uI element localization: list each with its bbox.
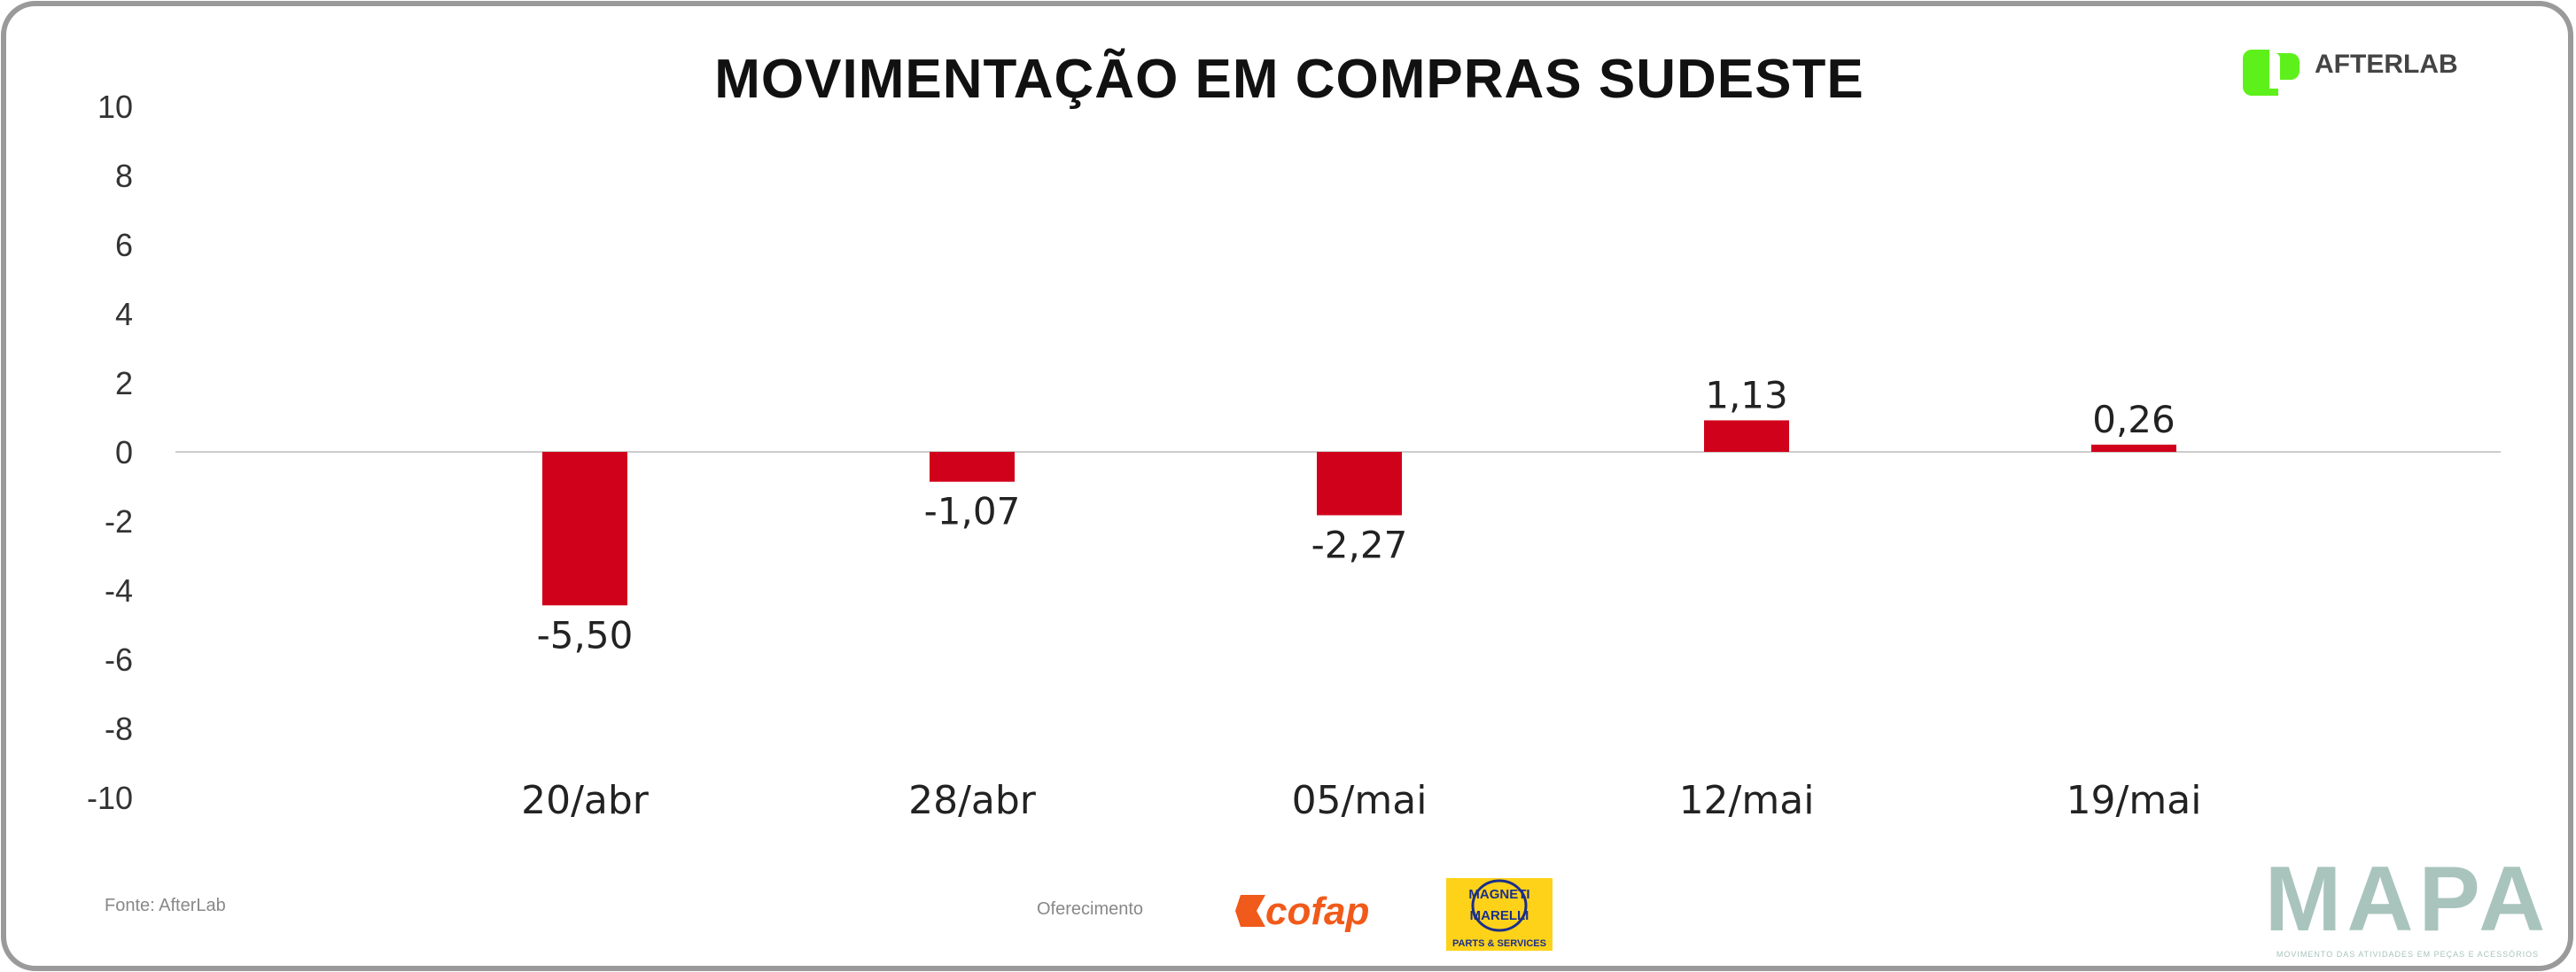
cofap-logo: cofap [1235,890,1369,933]
y-tick-label: -8 [105,711,133,747]
y-tick-label: 4 [115,296,133,332]
x-tick-label: 12/mai [1679,778,1815,823]
bar [1704,420,1789,452]
magneti-ring-icon [1471,879,1528,932]
afterlab-logo: AFTERLAB [2243,50,2458,96]
y-tick-label: 2 [115,365,133,401]
mapa-logo: MAPA MOVIMENTO DAS ATIVIDADES EM PEÇAS E… [2265,848,2551,959]
magneti-top-text: MAGNETI [1468,887,1529,902]
data-label: 0,26 [2092,398,2175,441]
afterlab-wordmark: AFTERLAB [2315,50,2458,79]
bar [542,452,627,606]
y-tick-label: 0 [115,434,133,470]
chart-title: MOVIMENTAÇÃO EM COMPRAS SUDESTE [714,49,1864,110]
cofap-mark-icon [1235,895,1265,927]
magneti-marelli-logo: MAGNETI MARELLI PARTS & SERVICES [1446,878,1553,951]
y-tick-label: 8 [115,158,133,194]
bar [1317,452,1402,516]
y-tick-label: -4 [105,572,133,609]
y-tick-label: 10 [97,89,133,125]
mapa-wordmark: MAPA [2265,848,2551,951]
data-label: -1,07 [924,490,1021,533]
x-tick-label: 28/abr [908,778,1037,823]
bar [930,452,1015,482]
source-text: Fonte: AfterLab [105,896,226,915]
x-tick-label: 19/mai [2066,778,2202,823]
data-label: -5,50 [537,613,634,657]
magneti-sub-text: PARTS & SERVICES [1452,938,1546,949]
data-label: 1,13 [1705,373,1788,416]
y-axis: 10 8 6 4 2 0 -2 -4 -6 -8 -10 [87,89,133,816]
bar [2091,444,2176,452]
data-label: -2,27 [1311,524,1408,567]
afterlab-mark-icon [2243,50,2278,96]
bars: -5,50 -1,07 -2,27 1,13 0,26 [537,373,2176,657]
magneti-bottom-text: MARELLI [1470,908,1529,923]
y-tick-label: -2 [105,503,133,540]
x-tick-label: 20/abr [521,778,650,823]
y-tick-label: -10 [87,780,133,816]
afterlab-mark-icon [2255,53,2300,80]
x-tick-label: 05/mai [1292,778,1428,823]
sponsor-label: Oferecimento [1037,899,1143,919]
y-tick-label: 6 [115,227,133,263]
cofap-wordmark: cofap [1265,890,1369,933]
x-axis: 20/abr 28/abr 05/mai 12/mai 19/mai [521,778,2201,823]
magneti-background [1446,878,1553,951]
mapa-subtitle: MOVIMENTO DAS ATIVIDADES EM PEÇAS E ACES… [2276,950,2539,959]
y-tick-label: -6 [105,642,133,678]
